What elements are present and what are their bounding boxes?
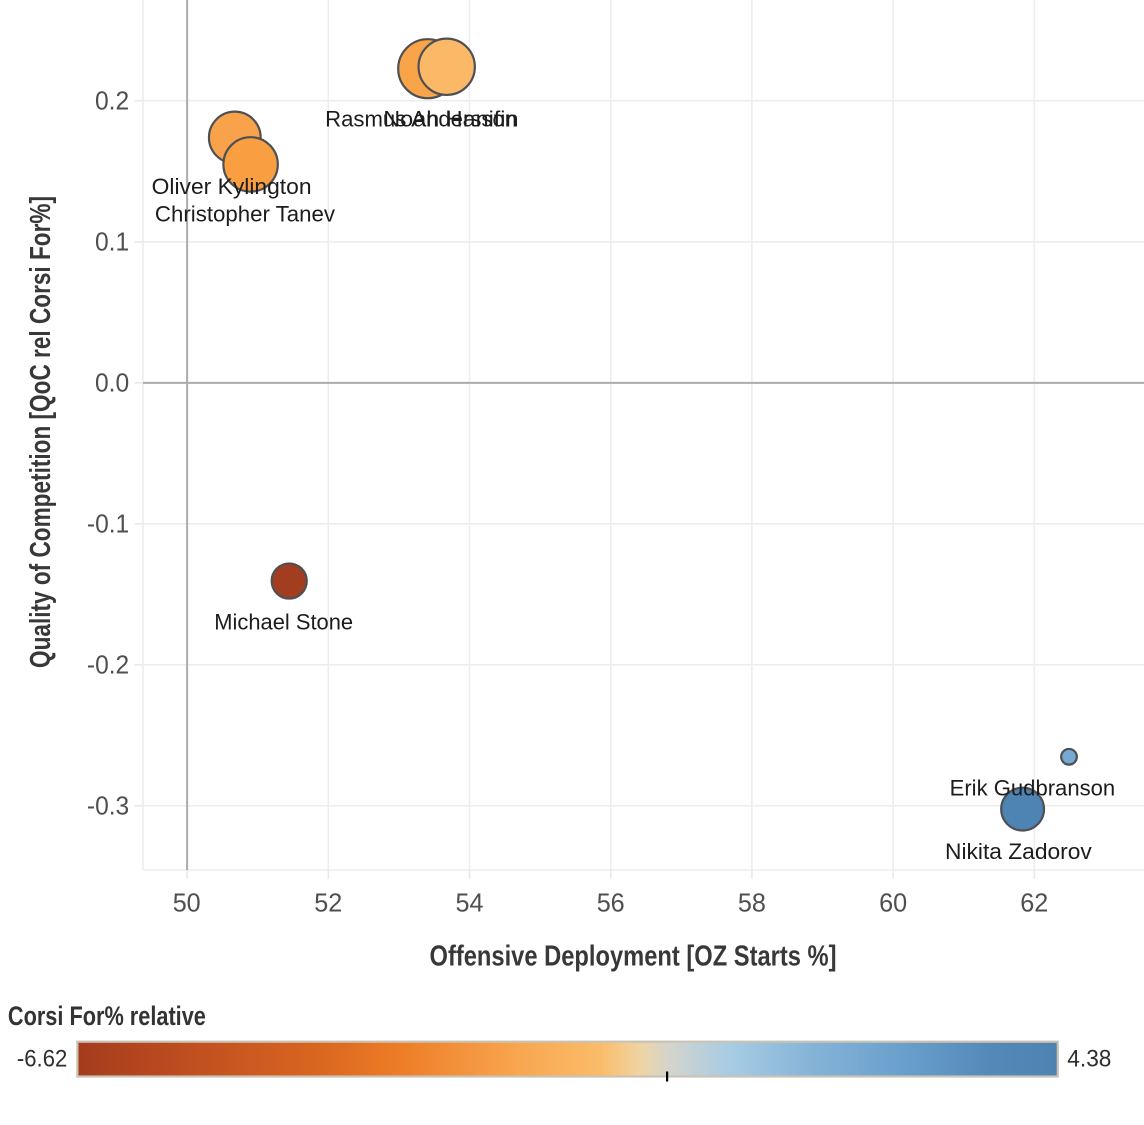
svg-text:58: 58 <box>738 888 766 918</box>
svg-text:62: 62 <box>1020 888 1048 918</box>
svg-text:Christopher Tanev: Christopher Tanev <box>155 201 335 226</box>
svg-text:Nikita Zadorov: Nikita Zadorov <box>945 839 1092 864</box>
svg-text:-0.3: -0.3 <box>87 791 129 821</box>
svg-text:50: 50 <box>173 888 201 918</box>
svg-text:-0.2: -0.2 <box>87 650 129 680</box>
svg-text:4.38: 4.38 <box>1067 1046 1111 1072</box>
svg-text:60: 60 <box>879 888 907 918</box>
svg-text:Quality of Competition [QoC re: Quality of Competition [QoC rel Corsi Fo… <box>25 196 57 668</box>
svg-text:0.2: 0.2 <box>95 85 129 115</box>
svg-text:-0.1: -0.1 <box>87 509 129 539</box>
svg-text:Noah Hanifin: Noah Hanifin <box>383 106 518 131</box>
svg-text:Offensive Deployment [OZ Start: Offensive Deployment [OZ Starts %] <box>430 940 837 972</box>
svg-text:Oliver Kylington: Oliver Kylington <box>152 174 312 199</box>
svg-text:-6.62: -6.62 <box>17 1046 67 1072</box>
svg-text:56: 56 <box>597 888 625 918</box>
svg-text:Corsi For% relative: Corsi For% relative <box>8 1001 206 1031</box>
svg-text:54: 54 <box>456 888 484 918</box>
svg-text:Michael Stone: Michael Stone <box>214 609 353 634</box>
svg-text:0.1: 0.1 <box>95 227 129 257</box>
svg-text:0.0: 0.0 <box>95 368 129 398</box>
svg-text:Erik Gudbranson: Erik Gudbranson <box>950 775 1116 800</box>
svg-text:Rasmus Andersson: Rasmus Andersson <box>325 106 517 131</box>
svg-text:52: 52 <box>314 888 342 918</box>
